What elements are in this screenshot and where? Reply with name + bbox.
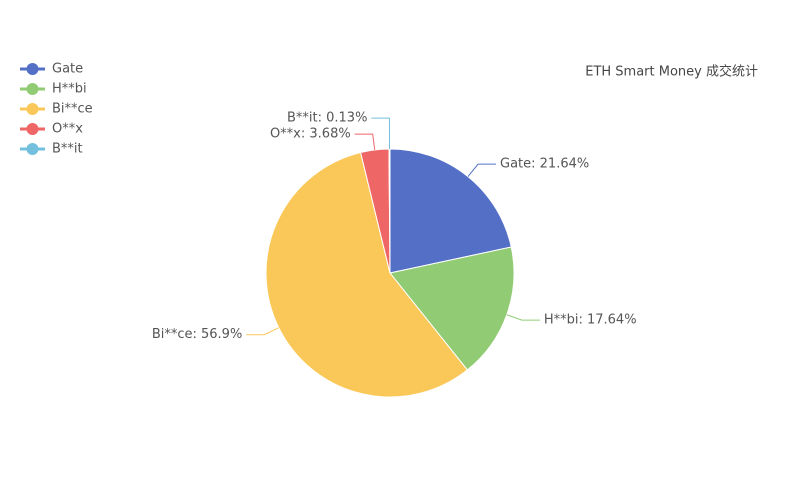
label-line [467,163,497,177]
chart-title: ETH Smart Money 成交统计 [585,64,758,80]
legend-label: H**bi [52,82,87,97]
legend-label: O**x [52,122,83,137]
data-label: H**bi: 17.64% [544,313,637,328]
legend-icon [26,83,39,95]
label-line [371,117,390,150]
data-label: B**it: 0.13% [287,111,367,126]
legend-icon [26,143,39,155]
legend-label: Bi**ce [52,102,93,117]
legend-icon [26,63,39,75]
legend-label: B**it [52,142,83,157]
data-label: Gate: 21.64% [500,157,589,172]
label-line [506,314,540,321]
label-line [246,327,279,336]
data-label: Bi**ce: 56.9% [152,327,243,342]
data-label: O**x: 3.68% [270,127,351,142]
pie-slice [389,148,512,274]
legend-label: Gate [52,62,83,77]
legend-icon [26,103,39,115]
pie-slice [389,246,515,371]
legend-icon [26,123,39,135]
label-line [354,133,376,151]
